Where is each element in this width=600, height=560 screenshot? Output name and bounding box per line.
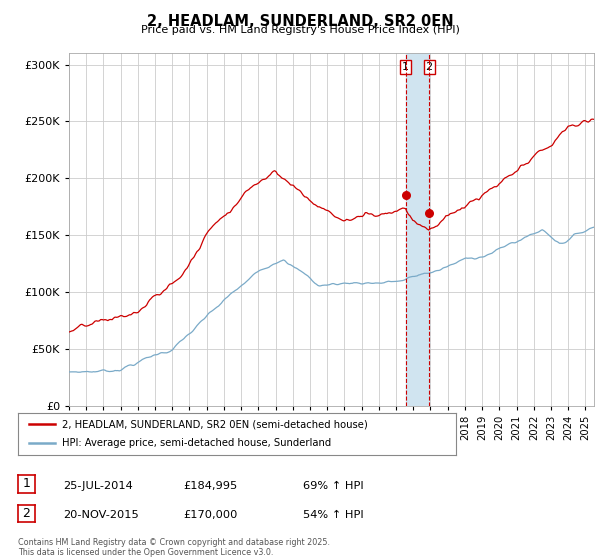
Text: 20-NOV-2015: 20-NOV-2015 [63,510,139,520]
Text: 69% ↑ HPI: 69% ↑ HPI [303,480,364,491]
Text: 1: 1 [22,477,31,491]
Text: 54% ↑ HPI: 54% ↑ HPI [303,510,364,520]
Text: £184,995: £184,995 [183,480,237,491]
Text: HPI: Average price, semi-detached house, Sunderland: HPI: Average price, semi-detached house,… [62,438,331,449]
Text: Price paid vs. HM Land Registry's House Price Index (HPI): Price paid vs. HM Land Registry's House … [140,25,460,35]
Text: 2: 2 [22,507,31,520]
Point [424,208,434,217]
Text: Contains HM Land Registry data © Crown copyright and database right 2025.
This d: Contains HM Land Registry data © Crown c… [18,538,330,557]
Text: 1: 1 [402,62,409,72]
Text: 25-JUL-2014: 25-JUL-2014 [63,480,133,491]
Bar [406,53,429,406]
Text: £170,000: £170,000 [183,510,238,520]
Text: 2, HEADLAM, SUNDERLAND, SR2 0EN (semi-detached house): 2, HEADLAM, SUNDERLAND, SR2 0EN (semi-de… [62,419,368,429]
Text: 2: 2 [425,62,433,72]
Point [401,191,410,200]
Text: 2, HEADLAM, SUNDERLAND, SR2 0EN: 2, HEADLAM, SUNDERLAND, SR2 0EN [146,14,454,29]
